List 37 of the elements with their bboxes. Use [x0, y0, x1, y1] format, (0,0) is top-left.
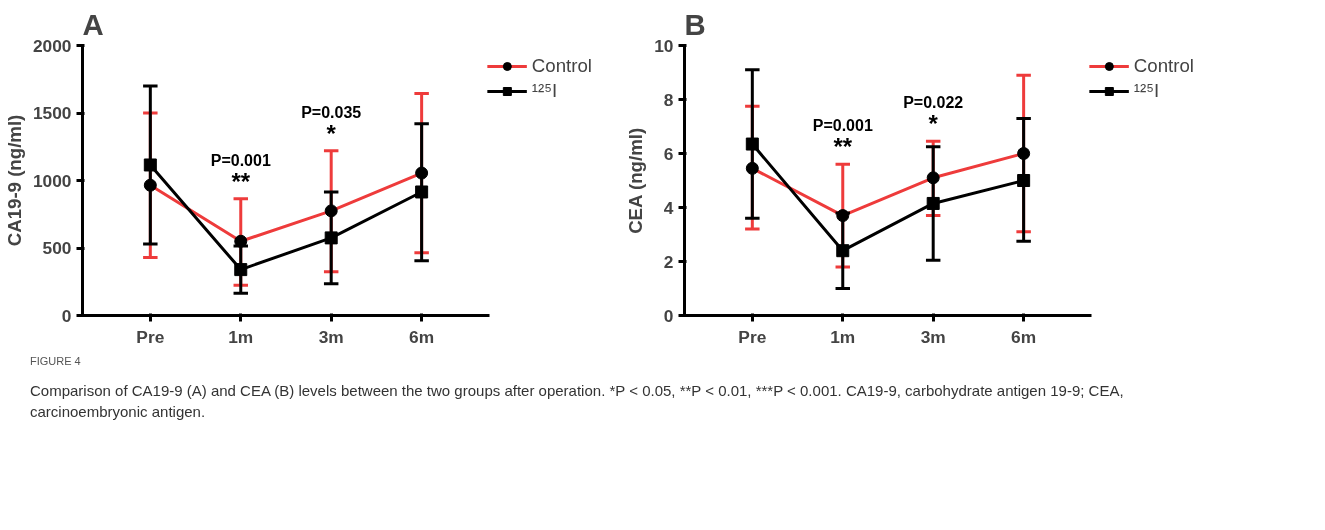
- annotation: **: [231, 167, 251, 195]
- y-tick-label: 1000: [32, 170, 72, 191]
- y-tick-label: 6: [663, 143, 674, 164]
- y-tick-label: 10: [654, 35, 674, 56]
- y-axis-title: CA19-9 (ng/ml): [3, 114, 25, 247]
- chart-title: B: [684, 7, 706, 41]
- annotation: P=0.001: [812, 117, 873, 135]
- annotation: *: [326, 119, 337, 147]
- y-tick-label: 8: [663, 89, 674, 110]
- annotation: *: [928, 110, 939, 138]
- y-tick-label: 0: [61, 305, 72, 326]
- text: Comparison of CA19-9 (A) and CEA (B) levels between the two groups after operation. *P < 0.05, **P < 0.01, ***P < 0.001. CA19-9, carbohydrate antigen 19-9; CEA, carcinoembryonic antigen.: [30, 380, 1125, 423]
- y-tick-label: 2000: [32, 35, 72, 56]
- x-tick-label: Pre: [738, 326, 767, 347]
- x-tick-label: 3m: [920, 326, 946, 347]
- x-tick-label: 6m: [409, 326, 435, 347]
- chart-title: A: [82, 7, 104, 41]
- annotation: P=0.035: [301, 103, 362, 121]
- legend-label: ¹²⁵I: [531, 80, 558, 102]
- y-tick-label: 0: [663, 305, 674, 326]
- x-tick-label: 3m: [318, 326, 344, 347]
- x-tick-label: 6m: [1011, 326, 1037, 347]
- y-tick-label: 2: [663, 251, 674, 272]
- x-tick-label: 1m: [830, 326, 856, 347]
- y-tick-label: 1500: [32, 103, 72, 123]
- x-tick-label: 1m: [228, 326, 254, 347]
- y-axis-title: CEA (ng/ml): [625, 127, 647, 234]
- legend-label: Control: [531, 55, 592, 77]
- y-tick-label: 4: [663, 197, 674, 218]
- legend-label: Control: [1133, 55, 1194, 77]
- annotation: P=0.022: [903, 94, 964, 112]
- caption: FIGURE 4: [30, 354, 81, 369]
- x-tick-label: Pre: [136, 326, 165, 347]
- y-tick-label: 500: [42, 238, 72, 258]
- annotation: P=0.001: [210, 151, 271, 169]
- annotation: **: [833, 133, 853, 161]
- legend-label: ¹²⁵I: [1133, 80, 1160, 102]
